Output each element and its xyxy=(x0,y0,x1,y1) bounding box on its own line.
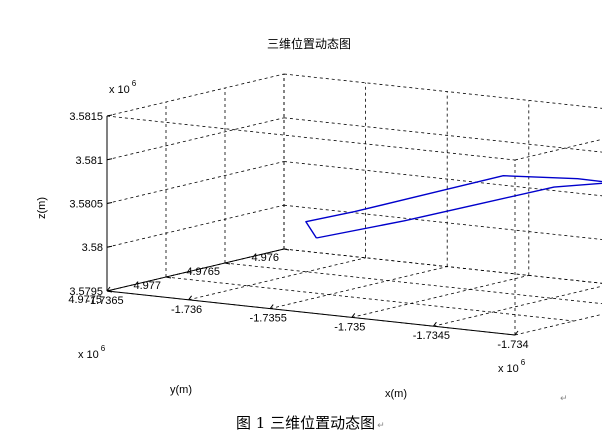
box-edge xyxy=(106,115,516,161)
axes-box xyxy=(106,114,602,336)
grid-line xyxy=(283,117,602,153)
grid-line xyxy=(106,161,285,204)
x-axis-line xyxy=(106,290,516,336)
y-tick-label: 4.9775 xyxy=(68,294,102,306)
grid-line xyxy=(351,275,529,318)
paragraph-mark: ↵ xyxy=(560,394,568,404)
y-tick-label: 4.9765 xyxy=(186,266,220,278)
z-axis-label: z(m) xyxy=(36,197,48,219)
x-tick-label: -1.734 xyxy=(497,339,528,351)
x-axis-exponent: x 106 xyxy=(498,358,526,375)
z-tick-label: 3.58 xyxy=(82,242,103,254)
grid-line xyxy=(165,276,575,322)
grid-line xyxy=(270,266,448,309)
y-axis-line xyxy=(106,248,285,292)
grid-line xyxy=(188,257,366,301)
grid-line xyxy=(283,248,602,284)
grid-line xyxy=(283,73,602,109)
z-tick-mark xyxy=(106,245,113,248)
x-tick-mark xyxy=(432,321,437,327)
x-tick-mark xyxy=(514,330,519,336)
y-tick-label: 4.977 xyxy=(133,280,161,292)
grid-line xyxy=(224,262,602,305)
grid-line xyxy=(106,73,285,117)
x-tick-mark xyxy=(351,313,356,318)
z-tick-label: 3.581 xyxy=(75,155,103,167)
grid-line xyxy=(106,117,285,161)
z-tick-mark xyxy=(106,114,113,117)
z-tick-mark xyxy=(106,158,113,161)
z-tick-mark xyxy=(106,202,113,204)
grid-line xyxy=(106,204,285,248)
x-tick-label: -1.7365 xyxy=(86,295,123,307)
grid-lines xyxy=(106,73,602,336)
grid-line xyxy=(283,248,602,284)
grid-line xyxy=(433,285,602,327)
y-tick-mark xyxy=(224,262,231,265)
y-tick-mark xyxy=(165,276,172,279)
trajectory-line xyxy=(305,175,602,239)
series-layer xyxy=(305,175,602,239)
x-tick-mark xyxy=(188,295,193,301)
z-tick-label: 3.5795 xyxy=(69,286,103,298)
x-tick-label: -1.736 xyxy=(171,304,202,316)
box-edge xyxy=(514,138,602,161)
y-tick-mark xyxy=(283,248,290,251)
x-tick-label: -1.735 xyxy=(334,321,365,333)
grid-line xyxy=(514,313,602,336)
y-tick-mark xyxy=(106,290,113,293)
chart-title: 三维位置动态图 xyxy=(267,36,351,51)
tick-labels: 3.5795 3.58 3.5805 3.581 3.5815 4.976 4.9765 4.… xyxy=(68,111,528,351)
y-axis-label: y(m) xyxy=(170,384,192,396)
x-tick-label: -1.7345 xyxy=(413,330,450,342)
x-tick-mark xyxy=(269,304,274,309)
z-tick-label: 3.5805 xyxy=(69,199,103,211)
figure-caption: 图 1 三维位置动态图 ↵ xyxy=(236,414,385,432)
y-axis-exponent: x 106 xyxy=(78,344,106,361)
x-tick-label: -1.7355 xyxy=(250,313,287,325)
z-axis-exponent: x 106 xyxy=(109,79,137,96)
x-axis-label: x(m) xyxy=(385,388,407,400)
grid-line xyxy=(283,161,602,197)
x-tick-mark xyxy=(106,286,111,292)
y-tick-label: 4.976 xyxy=(251,252,279,264)
z-tick-label: 3.5815 xyxy=(69,111,103,123)
